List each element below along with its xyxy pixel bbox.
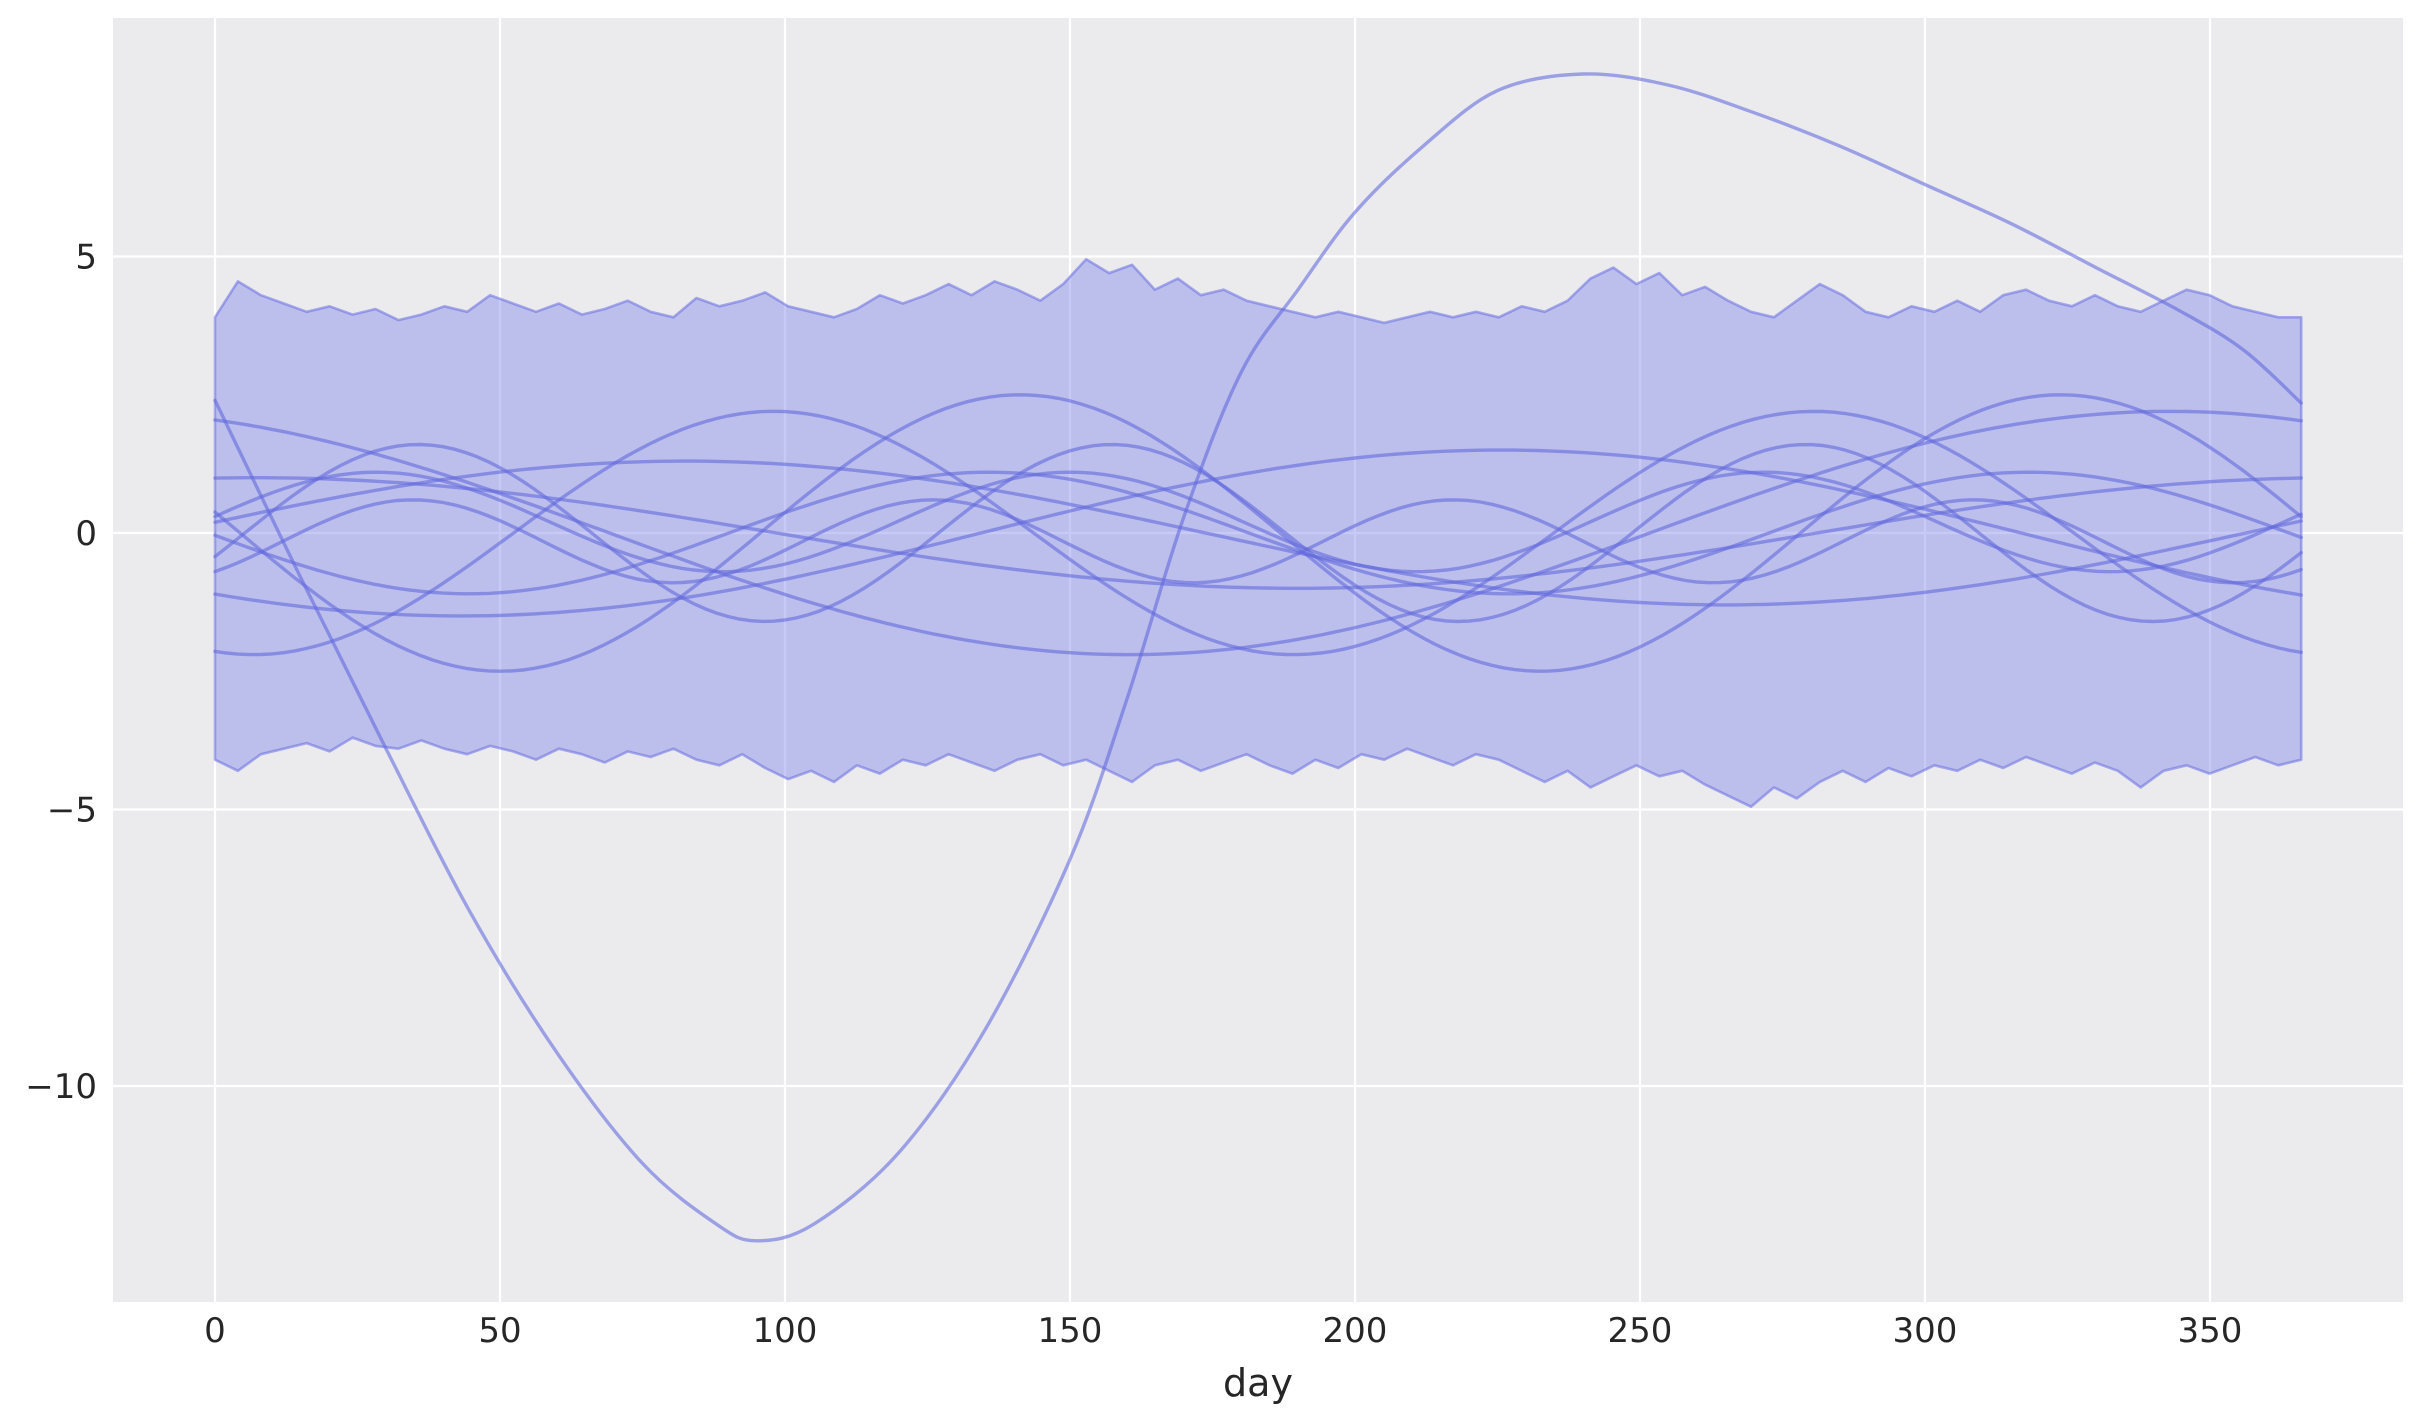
series-line-curve-8 [213, 470, 2303, 574]
series-line-curve-6 [213, 448, 2303, 618]
plot-area [113, 18, 2403, 1302]
outlier-line [213, 72, 2303, 1243]
series-lines [213, 393, 2303, 673]
x-axis-title: day [1223, 1361, 1293, 1405]
series-line-curve-1 [213, 409, 2303, 657]
x-tick-label: 150 [1038, 1311, 1103, 1351]
x-tick-label: 200 [1323, 1311, 1388, 1351]
series-line-curve-4 [213, 470, 2303, 596]
y-tick-label: 5 [75, 238, 97, 278]
x-tick-label: 350 [2178, 1311, 2243, 1351]
series-line-curve-5 [213, 442, 2303, 624]
x-tick-label: 50 [478, 1311, 521, 1351]
y-tick-label: −10 [25, 1067, 97, 1107]
y-tick-label: −5 [47, 791, 97, 831]
y-tick-label: 0 [75, 514, 97, 554]
x-tick-label: 250 [1608, 1311, 1673, 1351]
series-line-curve-3 [213, 459, 2303, 607]
x-tick-label: 300 [1893, 1311, 1958, 1351]
x-tick-label: 100 [753, 1311, 818, 1351]
series-line-curve-9 [213, 476, 2303, 590]
band-area [213, 258, 2303, 808]
x-tick-labels: 0 50 100 150 200 250 300 350 [204, 1311, 2242, 1351]
series-line-curve-10 [213, 498, 2303, 585]
y-tick-labels: 5 0 −5 −10 [25, 238, 97, 1108]
series-line-curve-2 [213, 393, 2303, 673]
series-line-curve-7 [213, 409, 2303, 657]
x-tick-label: 0 [204, 1311, 226, 1351]
